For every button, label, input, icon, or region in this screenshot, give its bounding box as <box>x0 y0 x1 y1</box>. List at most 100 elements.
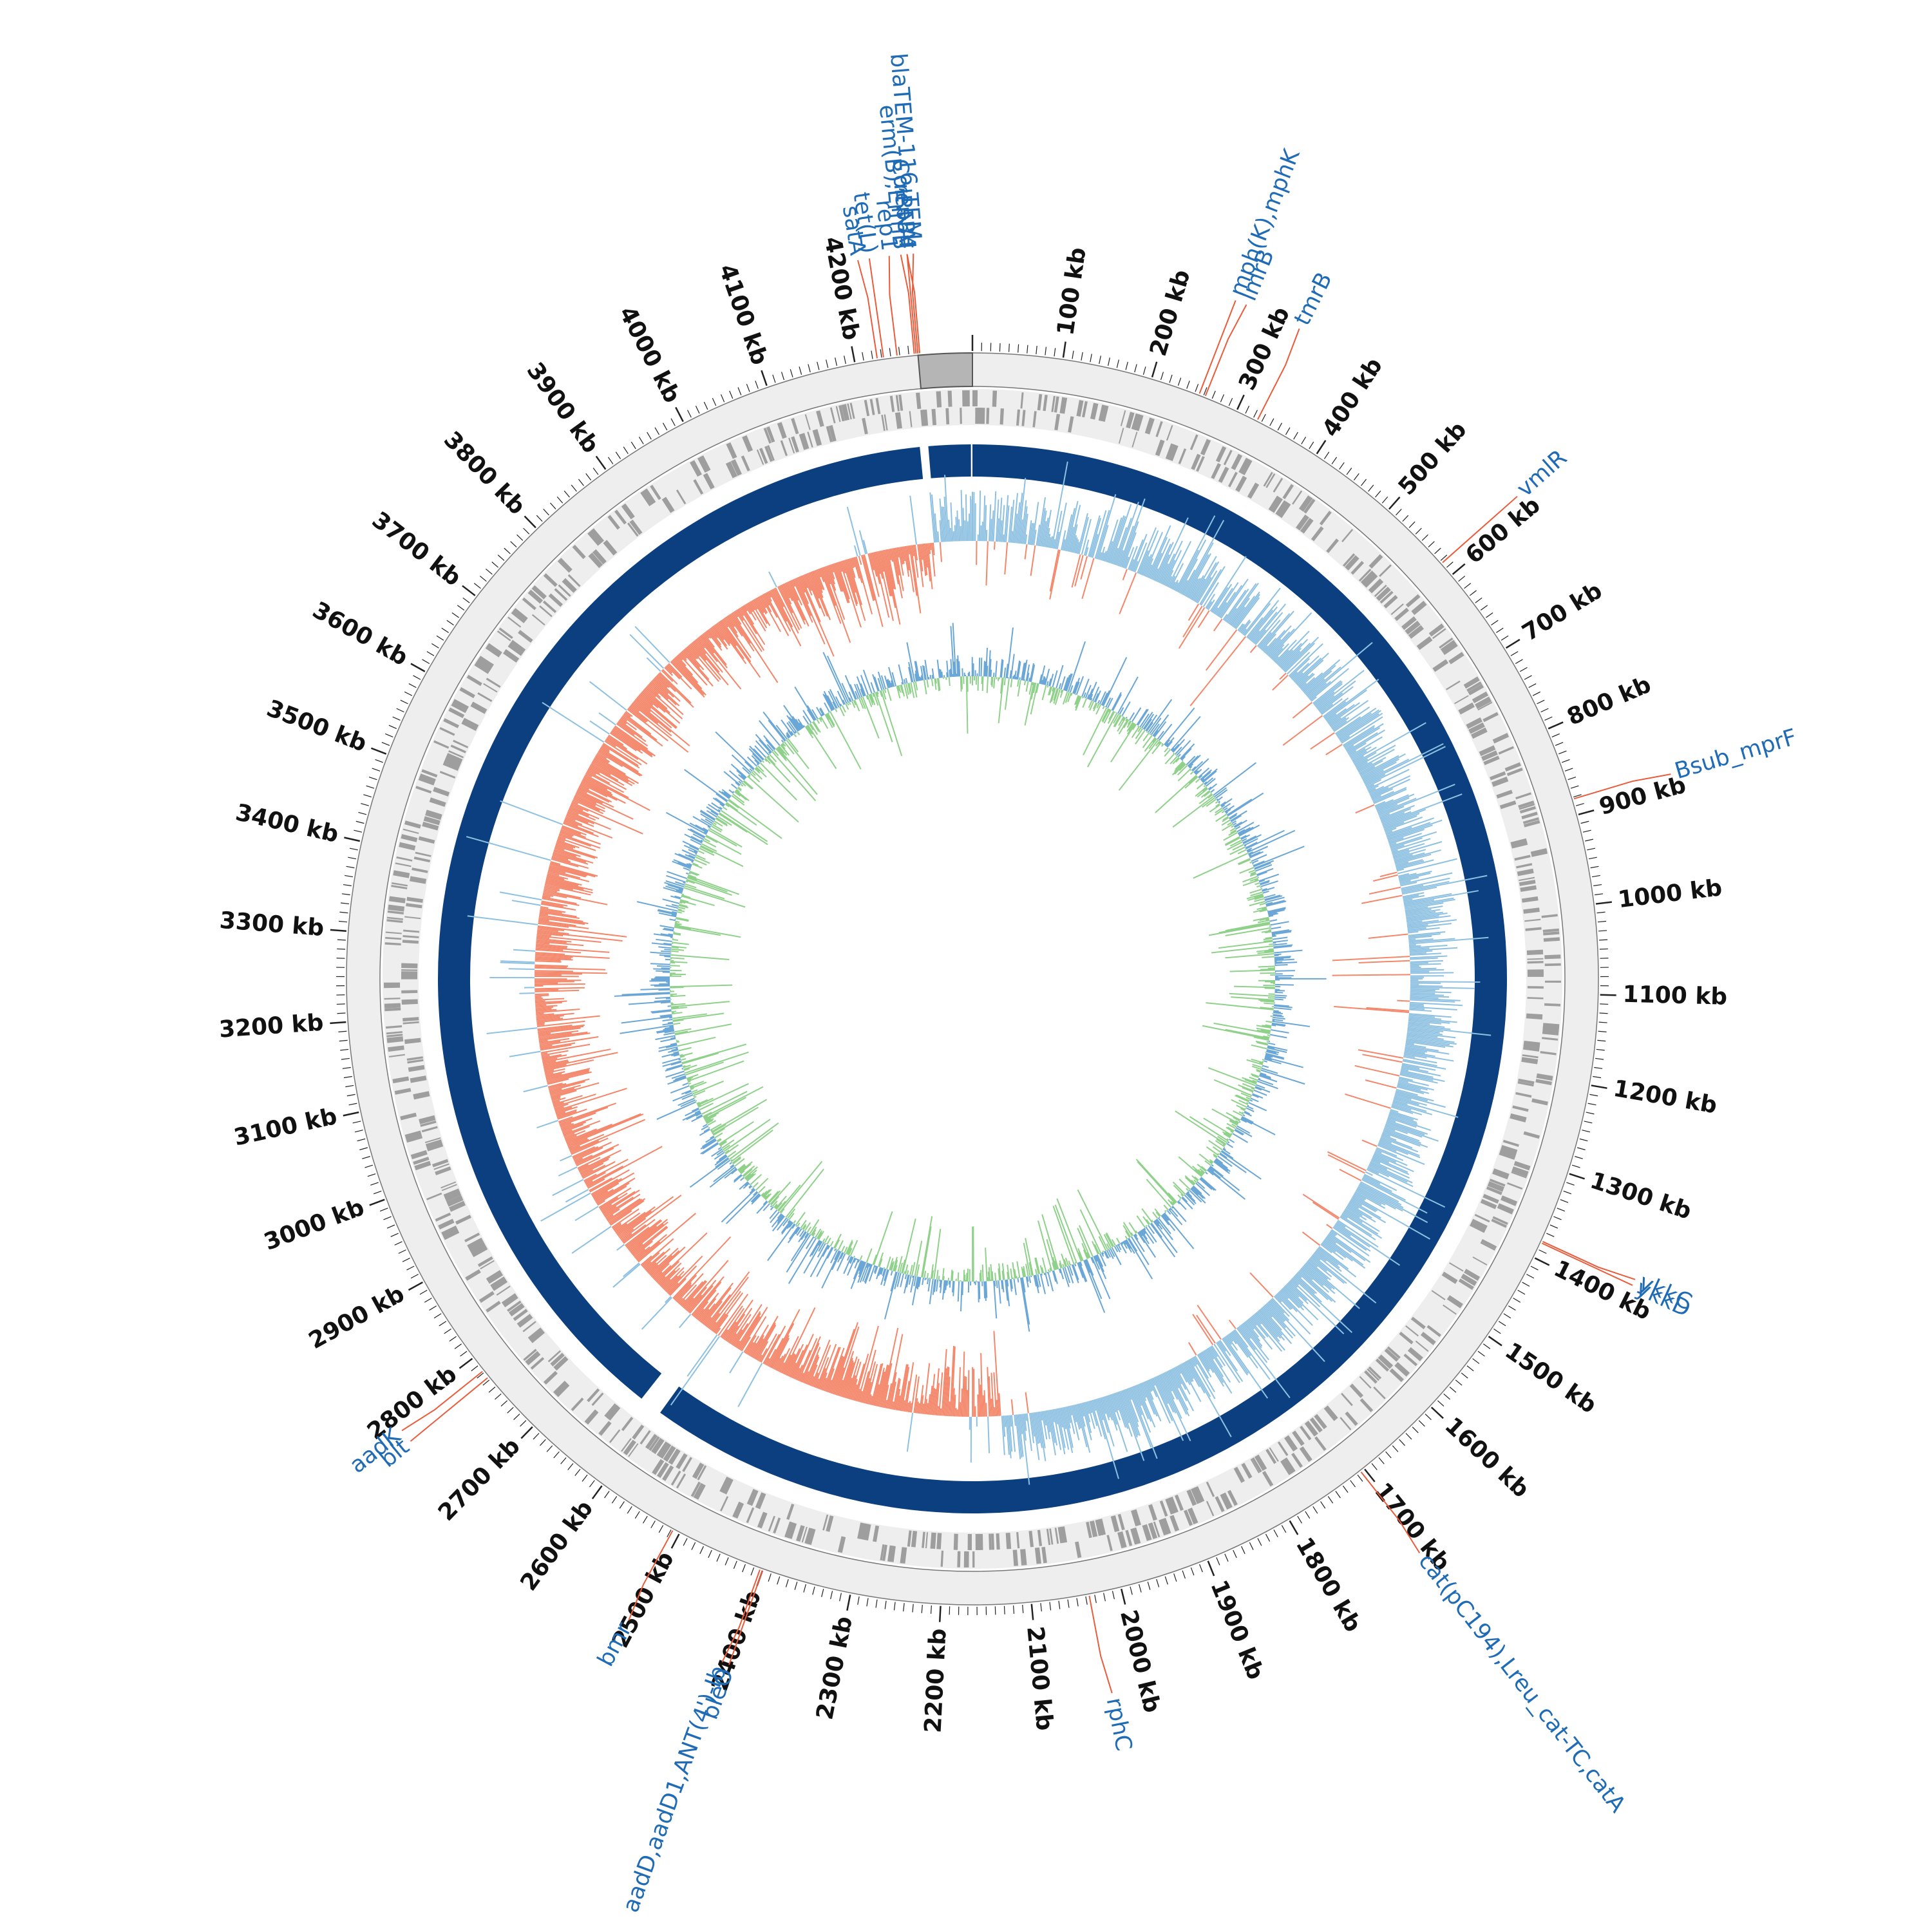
gc-skew-bar <box>673 1274 697 1300</box>
gc-skew-bar <box>1197 570 1218 604</box>
cds-feature <box>1517 1081 1534 1087</box>
gc-skew-bar <box>726 1314 746 1342</box>
gc-skew-bar <box>1388 1114 1418 1125</box>
gc-skew-bar <box>1280 1290 1289 1300</box>
gc-skew-bar <box>551 1097 561 1101</box>
cds-feature <box>1265 473 1276 488</box>
gc-content-bar <box>673 932 681 935</box>
gc-skew-bar <box>1350 746 1372 759</box>
cds-feature <box>1531 1098 1548 1106</box>
gc-skew-bar <box>1001 505 1005 542</box>
gc-skew-bar <box>569 1145 581 1151</box>
gc-content-bar <box>654 985 670 987</box>
gc-skew-bar <box>981 522 983 542</box>
scale-tick <box>362 1156 370 1159</box>
gc-skew-bar <box>795 1365 803 1380</box>
gc-content-bar <box>1041 1267 1045 1274</box>
gc-content-bar <box>1267 1047 1287 1054</box>
gc-content-bar <box>1077 1247 1084 1261</box>
gc-skew-bar <box>1062 539 1066 551</box>
cds-feature <box>730 459 742 476</box>
gc-content-bar <box>761 1190 768 1197</box>
cds-feature <box>1349 1383 1364 1398</box>
gc-content-bar <box>1019 677 1021 680</box>
gc-skew-bar <box>815 1378 820 1388</box>
gc-content-bar <box>686 863 692 867</box>
gc-content-bar <box>744 1166 758 1179</box>
gc-skew-bar <box>1356 1188 1386 1206</box>
gc-skew-bar <box>1359 1182 1402 1206</box>
gc-skew-bar <box>942 1368 947 1416</box>
gc-skew-bar <box>1306 1261 1329 1280</box>
gc-skew-bar <box>866 1363 878 1405</box>
scale-tick <box>330 929 346 933</box>
gc-content-bar <box>1107 711 1115 724</box>
gc-content-bar <box>692 833 705 840</box>
gc-skew-bar <box>1332 974 1410 976</box>
gc-skew-bar <box>1101 552 1105 561</box>
cds-feature <box>1541 914 1558 918</box>
gc-skew-bar <box>538 1039 548 1043</box>
scale-tick <box>1261 413 1266 422</box>
cds-feature <box>1218 466 1229 483</box>
gc-skew-bar <box>1397 858 1457 875</box>
gc-content-bar <box>1178 1156 1202 1177</box>
gc-skew-bar <box>538 915 589 924</box>
scale-tick <box>381 742 390 746</box>
gc-skew-bar <box>834 1367 845 1396</box>
gc-skew-bar <box>535 1001 562 1005</box>
gc-content-bar <box>1255 1084 1265 1089</box>
gc-content-bar <box>721 1189 756 1223</box>
cds-feature <box>880 1544 885 1561</box>
gc-content-bar <box>687 1060 744 1082</box>
cds-feature <box>1515 792 1531 800</box>
gc-content-bar <box>774 1204 778 1209</box>
gc-skew-bar <box>1390 1109 1399 1113</box>
gc-content-bar <box>1198 1153 1213 1165</box>
gc-content-bar <box>1256 871 1267 876</box>
gc-skew-bar <box>536 943 568 947</box>
gc-content-bar <box>1211 945 1274 954</box>
gc-content-bar <box>1192 761 1204 772</box>
gc-content-bar <box>837 690 845 705</box>
gc-content-bar <box>1229 969 1275 972</box>
gc-content-bar <box>1262 1059 1265 1061</box>
gc-content-bar <box>723 1119 771 1152</box>
gc-skew-bar <box>1352 746 1377 762</box>
gc-skew-bar <box>767 591 772 598</box>
gc-content-bar <box>1095 1255 1104 1273</box>
gc-content-bar <box>1052 1270 1057 1282</box>
gc-skew-bar <box>594 757 639 784</box>
scale-tick <box>1233 1549 1237 1558</box>
gc-skew-bar <box>939 542 942 562</box>
gc-skew-bar <box>582 1164 606 1178</box>
gc-content-bar <box>945 1280 947 1291</box>
gc-skew-bar <box>620 1195 682 1241</box>
gc-content-bar <box>670 984 733 988</box>
gc-content-bar <box>1220 1151 1262 1180</box>
gc-skew-bar <box>676 655 687 667</box>
cds-feature <box>438 1218 455 1230</box>
gc-skew-bar <box>839 561 862 628</box>
gc-skew-bar <box>783 583 793 601</box>
gc-skew-bar <box>1016 493 1023 544</box>
scale-tick <box>338 1030 347 1032</box>
gc-skew-bar <box>1039 510 1047 547</box>
gc-content-bar <box>721 789 732 797</box>
gc-skew-bar <box>554 845 596 859</box>
cds-feature <box>759 448 768 464</box>
cds-feature <box>1474 1213 1490 1223</box>
gc-content-bar <box>1027 1276 1029 1282</box>
gc-skew-bar <box>1170 563 1184 589</box>
gc-skew-bar <box>837 1379 844 1396</box>
gc-content-bar <box>1267 1034 1270 1036</box>
gc-content-bar <box>840 703 842 706</box>
gc-content-bar <box>806 1226 811 1233</box>
gc-skew-bar <box>535 1005 558 1008</box>
gc-skew-bar <box>817 1368 826 1389</box>
gc-skew-bar <box>1377 1144 1425 1165</box>
gc-skew-bar <box>1255 1312 1280 1342</box>
gc-content-bar <box>816 706 822 717</box>
gc-skew-bar <box>1343 726 1375 748</box>
gc-skew-bar <box>536 942 550 945</box>
